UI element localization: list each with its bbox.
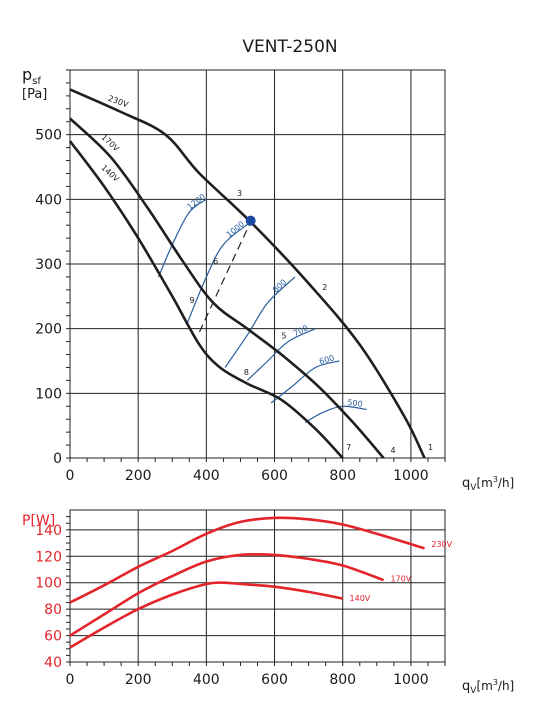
efficiency-line-800 (224, 276, 296, 368)
bottom-x-tick-label: 0 (66, 672, 75, 688)
bottom-x-tick-label: 200 (125, 672, 152, 688)
fan-curve-140V (68, 140, 344, 459)
chart-title: VENT-250N (242, 37, 337, 57)
top-efficiency-lines: 1200 1000 800 700 600 500 (158, 192, 367, 423)
point-label: 2 (322, 283, 327, 292)
bottom-curve-label: 170V (390, 574, 411, 583)
bottom-labels: 230V 170V 140V (350, 540, 453, 603)
efficiency-label-700: 700 (292, 323, 310, 338)
top-y-unit: [Pa] (22, 87, 47, 102)
power-curve-140V (69, 581, 343, 649)
efficiency-line-1000 (187, 221, 252, 323)
point-label: 8 (244, 368, 249, 377)
system-dashed-line (198, 221, 252, 333)
point-label: 3 (237, 189, 242, 198)
bottom-power-curves (69, 516, 425, 649)
fan-curve-170V (69, 117, 385, 459)
bottom-x-tick-label: 400 (193, 672, 220, 688)
top-chart-grid: 0 200 400 600 800 1000 0 100 200 300 400 500 (35, 69, 446, 484)
top-x-tick-label: 400 (193, 468, 220, 484)
efficiency-line-600 (270, 360, 340, 404)
point-label: 9 (189, 296, 194, 305)
bottom-y-tick-label: 140 (35, 523, 62, 539)
operating-point-marker (245, 215, 256, 226)
bottom-y-tick-label: 100 (35, 576, 62, 592)
bottom-curve-label: 230V (431, 540, 452, 549)
point-label: 6 (213, 257, 218, 266)
efficiency-line-500 (304, 405, 367, 423)
bottom-chart-grid: 0 200 400 600 800 1000 40 60 80 100 120 140 (35, 509, 446, 688)
bottom-y-label: P[W] (22, 513, 55, 529)
top-x-label: qV[m3/h] (462, 475, 514, 493)
efficiency-line-1200 (158, 198, 207, 278)
bottom-y-tick-label: 60 (44, 629, 62, 645)
top-curve-label: 170V (99, 133, 121, 154)
bottom-y-tick-label: 40 (44, 655, 62, 671)
bottom-x-tick-label: 600 (261, 672, 288, 688)
power-curve-230V (69, 516, 425, 604)
top-x-tick-label: 600 (261, 468, 288, 484)
efficiency-label-500: 500 (347, 398, 363, 409)
bottom-y-tick-label: 120 (35, 549, 62, 565)
top-y-tick-label: 200 (35, 322, 62, 338)
bottom-x-tick-label: 800 (329, 672, 356, 688)
point-label: 7 (346, 443, 351, 452)
bottom-x-tick-label: 1000 (393, 672, 429, 688)
efficiency-label-1000: 1000 (225, 219, 246, 239)
top-fan-curves (68, 88, 426, 459)
top-y-tick-label: 0 (53, 451, 62, 467)
top-y-label: psf (22, 65, 41, 87)
top-x-tick-label: 0 (66, 468, 75, 484)
fan-curve-230V (69, 88, 426, 459)
efficiency-label-600: 600 (318, 353, 335, 366)
efficiency-label-800: 800 (271, 278, 288, 295)
efficiency-label-1200: 1200 (185, 192, 207, 211)
power-curve-170V (69, 552, 385, 637)
top-x-tick-label: 200 (125, 468, 152, 484)
top-y-tick-label: 100 (35, 386, 62, 402)
point-label: 4 (390, 446, 395, 455)
bottom-curve-label: 140V (350, 594, 371, 603)
bottom-y-tick-label: 80 (44, 602, 62, 618)
top-y-tick-label: 500 (35, 128, 62, 144)
point-label: 5 (281, 331, 286, 340)
bottom-x-label: qV[m3/h] (462, 678, 514, 696)
point-label: 1 (428, 443, 433, 452)
top-y-tick-label: 300 (35, 257, 62, 273)
top-y-tick-label: 400 (35, 192, 62, 208)
top-x-tick-label: 800 (329, 468, 356, 484)
top-x-tick-label: 1000 (393, 468, 429, 484)
